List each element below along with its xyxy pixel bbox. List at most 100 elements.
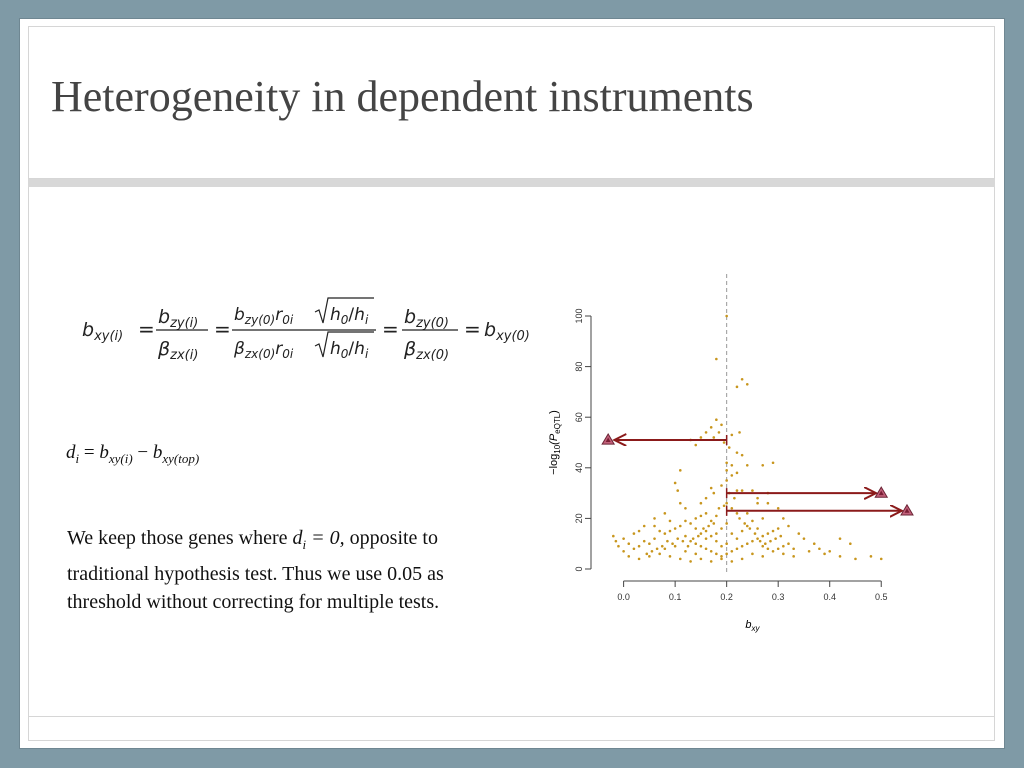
- scatter-point-38: [776, 506, 780, 510]
- x-axis-label-sub: xy: [750, 624, 760, 633]
- scatter-point-106: [730, 560, 734, 563]
- y-axis-label: −log10(PeQTL): [548, 410, 562, 475]
- scatter-point-27: [678, 469, 682, 472]
- f2-den-sub: zx(0): [244, 347, 275, 361]
- x-tick-label-4: 0.4: [823, 592, 836, 602]
- y-label-pre: −log: [548, 454, 560, 475]
- scatter-point-182: [758, 539, 762, 543]
- f3-den-sub: zx(0): [415, 348, 449, 363]
- scatter-point-45: [715, 514, 718, 518]
- scatter-point-98: [854, 557, 857, 561]
- scatter-point-127: [740, 529, 744, 533]
- scatter-point-49: [694, 517, 698, 520]
- formula-bxy: bxy(i) = bzy(i) βzx(i) = bzy(0)r0i h0/hi…: [82, 297, 530, 363]
- f1-den-sub: zx(i): [169, 348, 198, 363]
- x-tick-label-1: 0.1: [669, 592, 682, 602]
- scatter-point-173: [717, 506, 721, 510]
- body-paragraph: We keep those genes where di = 0, opposi…: [67, 524, 517, 617]
- scatter-point-17: [727, 446, 731, 449]
- slide: Heterogeneity in dependent instruments: [20, 19, 1004, 748]
- footer-frame: [28, 717, 995, 741]
- scatter-point-156: [807, 549, 811, 553]
- scatter-point-134: [776, 547, 780, 551]
- f3-num-sub: zy(0): [415, 316, 449, 331]
- scatter-point-143: [699, 532, 703, 535]
- scatter-point-184: [769, 539, 772, 543]
- scatter-point-35: [751, 489, 754, 492]
- scatter-point-105: [740, 557, 744, 561]
- scatter-point-19: [740, 453, 744, 457]
- di-eq: =: [79, 442, 100, 463]
- x-tick-label-5: 0.5: [875, 592, 888, 602]
- scatter-point-4: [725, 314, 728, 318]
- scatter-point-30: [709, 486, 713, 490]
- scatter-point-117: [663, 547, 667, 551]
- scatter-point-1: [735, 385, 739, 389]
- content-frame: [28, 187, 995, 717]
- scatter-point-6: [709, 426, 713, 429]
- y-tick-label-5: 100: [574, 308, 584, 323]
- highlight-triangle-inner-0: [605, 437, 611, 442]
- f1-den: β: [157, 338, 170, 360]
- y-tick-label-0: 0: [574, 566, 584, 571]
- scatter-point-9: [704, 431, 708, 434]
- scatter-point-59: [642, 539, 646, 543]
- scatter-point-56: [658, 529, 661, 533]
- f1-num-sub: zy(i): [169, 316, 198, 331]
- scatter-point-71: [684, 534, 687, 538]
- scatter-point-115: [637, 557, 641, 561]
- scatter-point-61: [632, 547, 636, 551]
- scatter-point-0: [715, 357, 718, 361]
- svg-text:βzx(0)r0i: βzx(0)r0i: [233, 339, 294, 361]
- scatter-point-10: [699, 436, 703, 439]
- scatter-point-180: [748, 527, 752, 530]
- scatter-point-78: [720, 555, 723, 558]
- scatter-point-128: [745, 524, 749, 528]
- scatter-point-29: [676, 489, 680, 492]
- scatter-point-161: [730, 474, 734, 477]
- scatter-point-113: [658, 552, 661, 556]
- scatter-point-109: [699, 557, 703, 561]
- f2-den-r-sub: 0i: [282, 347, 294, 361]
- body-text-part1: We keep those genes where: [67, 527, 293, 549]
- scatter-point-155: [838, 537, 842, 540]
- scatter-point-126: [735, 537, 739, 540]
- sqrt1-h0: h: [330, 305, 341, 325]
- scatter-point-62: [627, 542, 631, 545]
- scatter-point-91: [797, 532, 801, 535]
- x-tick-label-2: 0.2: [720, 592, 733, 602]
- scatter-point-116: [627, 555, 631, 558]
- formula-equals-4: =: [464, 317, 481, 341]
- scatter-point-72: [689, 539, 692, 543]
- scatter-point-101: [782, 552, 785, 556]
- svg-text:bzy(0): bzy(0): [404, 306, 449, 331]
- formula-equals-2: =: [214, 317, 231, 341]
- body-di-sub: i: [302, 537, 307, 552]
- sqrt1-slash: /: [348, 305, 354, 325]
- scatter-point-119: [684, 549, 687, 553]
- scatter-point-55: [663, 532, 667, 535]
- scatter-point-84: [751, 539, 754, 543]
- scatter-point-168: [642, 524, 646, 528]
- scatter-point-88: [771, 529, 775, 533]
- scatter-point-37: [766, 501, 770, 505]
- formula-di: di = bxy(i) − bxy(top): [66, 442, 199, 467]
- scatter-point-107: [720, 557, 723, 561]
- scatter-point-93: [812, 542, 816, 545]
- chart-axes: 0 20 40 60 80 100 0.0 0.1 0.2 0.3 0.4 0.5: [574, 308, 887, 602]
- scatter-point-39: [782, 517, 785, 520]
- scatter-point-31: [712, 491, 716, 495]
- chart-points: [612, 314, 883, 563]
- scatter-point-43: [730, 506, 734, 510]
- scatter-point-118: [673, 544, 677, 548]
- scatter-point-15: [712, 436, 716, 439]
- sqrt-sign-1: [314, 297, 374, 324]
- y-label-sub1: 10: [553, 444, 562, 453]
- f3-num: b: [404, 306, 416, 328]
- scatter-point-68: [637, 529, 641, 533]
- y-tick-label-4: 80: [574, 362, 584, 372]
- scatter-point-26: [735, 471, 739, 475]
- f2-num-sub: zy(0): [244, 313, 275, 327]
- y-label-post: ): [548, 410, 560, 414]
- scatter-point-52: [678, 524, 682, 528]
